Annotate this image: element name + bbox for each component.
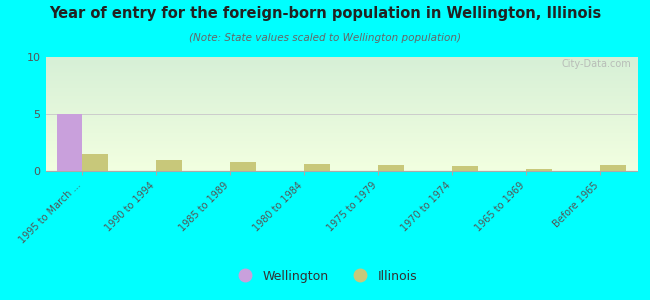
Bar — [452, 167, 478, 171]
Bar — [230, 162, 256, 171]
Text: Year of entry for the foreign-born population in Wellington, Illinois: Year of entry for the foreign-born popul… — [49, 6, 601, 21]
Text: City-Data.com: City-Data.com — [562, 59, 631, 69]
Text: (Note: State values scaled to Wellington population): (Note: State values scaled to Wellington… — [189, 33, 461, 43]
Bar — [83, 154, 109, 171]
Legend: Wellington, Illinois: Wellington, Illinois — [227, 265, 422, 288]
Bar — [304, 164, 330, 171]
Bar — [157, 160, 182, 171]
Bar — [378, 165, 404, 171]
Bar — [600, 165, 626, 171]
Bar — [57, 114, 83, 171]
Bar — [526, 169, 552, 171]
